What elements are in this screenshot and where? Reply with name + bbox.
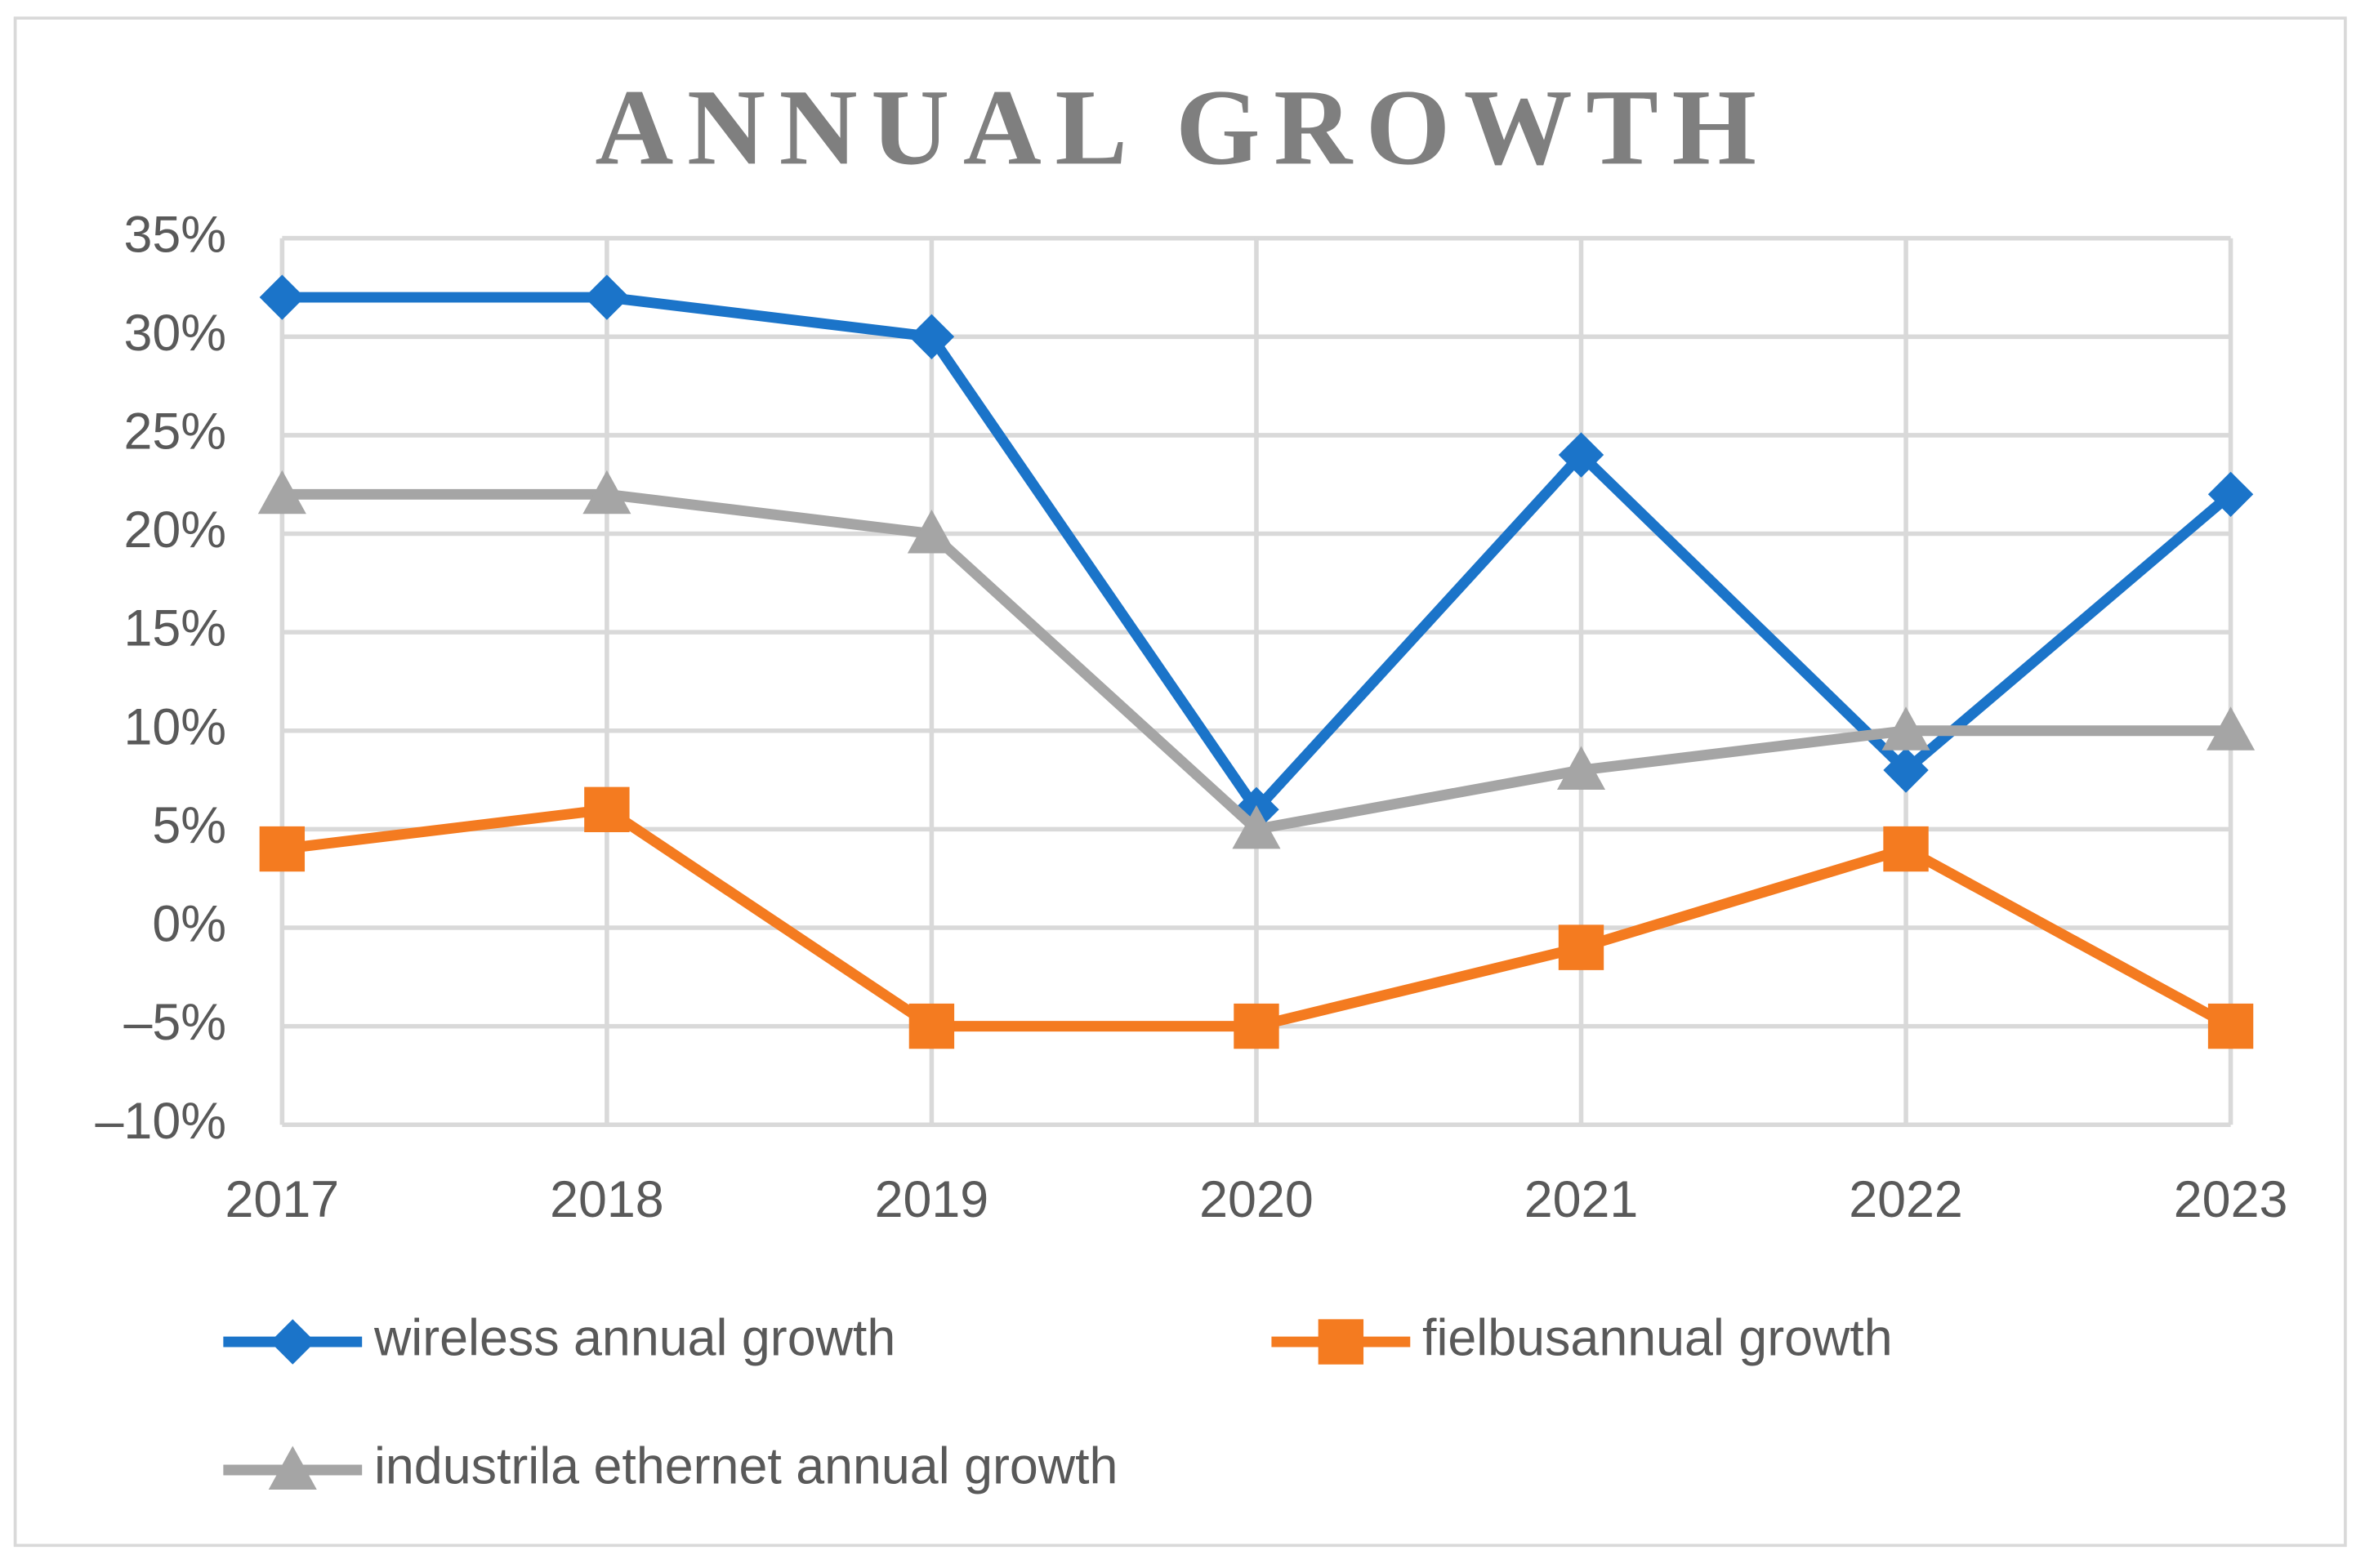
y-tick-label: 10% xyxy=(123,698,226,755)
marker xyxy=(259,274,306,320)
marker xyxy=(1883,826,1929,872)
y-tick-label: –5% xyxy=(123,994,226,1051)
chart-border xyxy=(13,16,2347,1548)
marker xyxy=(584,786,630,832)
marker xyxy=(582,470,631,514)
marker xyxy=(1558,924,1604,970)
y-tick-label: 0% xyxy=(152,896,226,953)
marker xyxy=(259,826,306,872)
marker xyxy=(257,470,306,514)
marker xyxy=(1232,804,1281,849)
x-tick-label: 2022 xyxy=(1849,1171,1963,1228)
marker xyxy=(908,1003,955,1049)
marker xyxy=(908,314,955,359)
x-tick-label: 2017 xyxy=(225,1171,340,1228)
chart-title: ANNUAL GROWTH xyxy=(595,67,1769,187)
marker xyxy=(1883,747,1929,793)
x-tick-label: 2019 xyxy=(875,1171,989,1228)
legend-label: wireless annual growth xyxy=(373,1310,895,1367)
marker xyxy=(1556,746,1606,791)
marker xyxy=(2207,1003,2254,1049)
legend-label: industrila ethernet annual growth xyxy=(374,1438,1118,1495)
marker xyxy=(1558,432,1604,478)
y-tick-label: –10% xyxy=(96,1093,227,1150)
y-tick-label: 15% xyxy=(123,600,226,657)
marker xyxy=(2207,706,2256,751)
marker xyxy=(1318,1319,1364,1365)
legend-label: fielbusannual growth xyxy=(1422,1310,1893,1367)
x-tick-label: 2021 xyxy=(1524,1171,1639,1228)
y-tick-label: 5% xyxy=(152,797,226,854)
marker xyxy=(907,510,956,554)
x-tick-label: 2018 xyxy=(550,1171,664,1228)
y-tick-label: 30% xyxy=(123,305,226,362)
marker xyxy=(2207,471,2254,517)
marker xyxy=(268,1446,317,1490)
marker xyxy=(270,1319,315,1365)
y-tick-label: 20% xyxy=(123,501,226,559)
x-tick-label: 2023 xyxy=(2174,1171,2288,1228)
marker xyxy=(1881,706,1930,751)
y-tick-label: 25% xyxy=(123,403,226,461)
x-tick-label: 2020 xyxy=(1199,1171,1314,1228)
marker xyxy=(1234,1003,1279,1049)
y-tick-label: 35% xyxy=(123,206,226,263)
